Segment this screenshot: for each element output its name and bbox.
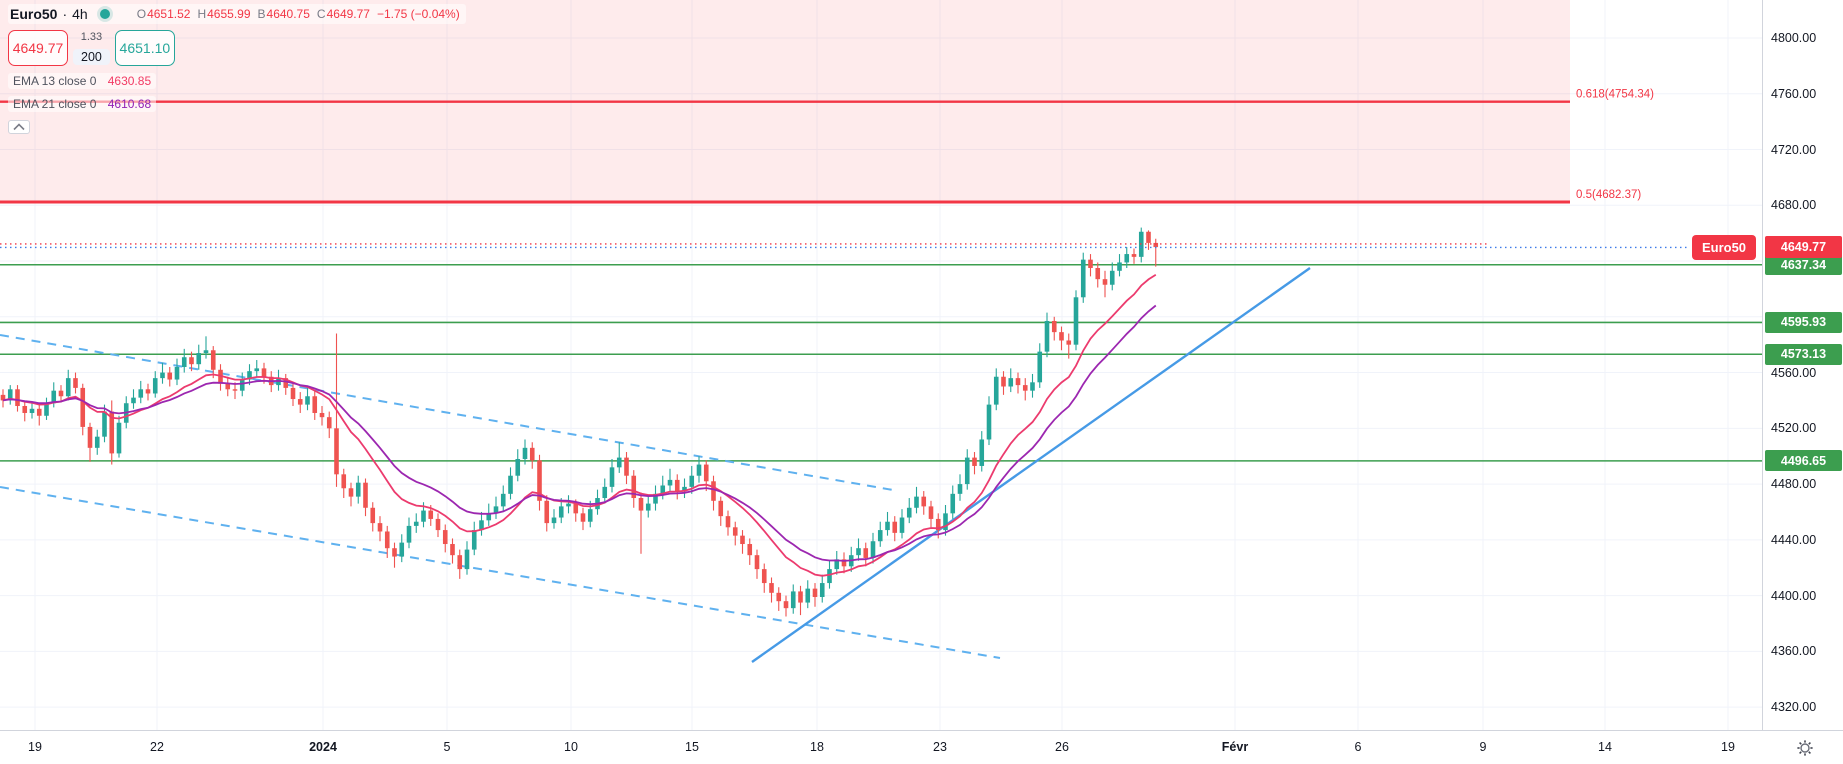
time-axis[interactable]: 19 22 2024 5 10 15 18 23 26 Févr 6 9 14 19 (0, 730, 1843, 764)
time-axis-label: 18 (810, 740, 824, 754)
price-chart-pane[interactable]: 0.618(4754.34) 0.5(4682.37) (0, 0, 1762, 730)
fib-level-label: 0.618(4754.34) (1576, 89, 1654, 101)
time-axis-label: 22 (150, 740, 164, 754)
grid-lines (0, 0, 1762, 730)
time-axis-label: 6 (1354, 740, 1362, 754)
ema-21-line[interactable] (2, 304, 1157, 562)
price-axis-label: 4320.00 (1771, 700, 1817, 715)
symbol-row[interactable]: Euro50 · 4h O 4651.52 H 4655.99 B 4640.75 C 464… (8, 4, 466, 24)
time-axis-label: 14 (1598, 740, 1612, 754)
candles (0, 227, 1159, 617)
chart-legend: Euro50 · 4h O 4651.52 H 4655.99 B 4640.75 C 464… (8, 4, 466, 134)
ohlc-key: C (316, 7, 326, 21)
symbol-title[interactable]: Euro50 (10, 6, 58, 22)
price-axis-label: 4360.00 (1771, 644, 1817, 659)
price-axis-label: 4480.00 (1771, 477, 1817, 492)
price-axis-label: 4680.00 (1771, 198, 1817, 213)
timeframe-label[interactable]: 4h (72, 6, 88, 22)
ema21-label: EMA 21 close 0 (13, 97, 97, 111)
price-axis-label: 4720.00 (1771, 142, 1817, 157)
market-status-dot-icon (99, 9, 110, 19)
time-axis-label: 10 (564, 740, 578, 754)
axis-level-badge: 4637.34 (1765, 254, 1842, 276)
axis-level-badge: 4595.93 (1765, 311, 1842, 333)
ohlc-value: 4651.52 (147, 7, 191, 21)
ohlc-key: O (136, 7, 147, 21)
time-axis-label: 19 (1721, 740, 1735, 754)
time-axis-label: 2024 (309, 740, 337, 754)
ema13-value: 4630.85 (107, 74, 152, 88)
ohlc-key: B (257, 7, 266, 21)
time-axis-label: 9 (1479, 740, 1487, 754)
trendlines[interactable] (0, 267, 1311, 663)
ohlc-value: 4649.77 (326, 7, 370, 21)
price-axis-label: 4520.00 (1771, 421, 1817, 436)
price-axis-label: 4440.00 (1771, 532, 1817, 547)
fib-retracement-drawing[interactable]: 0.618(4754.34) 0.5(4682.37) (0, 0, 1654, 204)
legend-collapse-button[interactable] (8, 120, 30, 134)
ascending-trendline[interactable] (751, 267, 1311, 663)
ema-13-line[interactable] (2, 274, 1157, 577)
change-value: −1.75 (−0.04%) (376, 7, 460, 21)
price-axis-label: 4800.00 (1771, 31, 1817, 45)
time-axis-label: 26 (1055, 740, 1069, 754)
chevron-up-icon (13, 123, 25, 131)
price-axis-label: 4560.00 (1771, 365, 1817, 380)
fib-level-label: 0.5(4682.37) (1576, 189, 1641, 201)
ohlc-key: H (197, 7, 207, 21)
price-axis[interactable]: 4800.00 4760.00 4720.00 4680.00 4560.00 4520.… (1762, 0, 1843, 730)
order-buttons: 4649.77 1.33 200 4651.10 (8, 30, 466, 66)
ohlc-value: 4655.99 (207, 7, 251, 21)
time-axis-label: Févr (1221, 740, 1249, 754)
indicator-row-ema13[interactable]: EMA 13 close 0 4630.85 (8, 73, 157, 89)
ema13-label: EMA 13 close 0 (13, 74, 97, 88)
indicator-row-ema21[interactable]: EMA 21 close 0 4610.68 (8, 96, 157, 112)
spread-value: 1.33 (80, 31, 103, 43)
current-price-symbol-badge: Euro50 (1692, 235, 1756, 260)
price-axis-label: 4400.00 (1771, 588, 1817, 603)
title-separator: · (62, 6, 68, 22)
price-axis-label: 4760.00 (1771, 86, 1817, 101)
time-axis-label: 19 (28, 740, 42, 754)
buy-button[interactable]: 4651.10 (114, 30, 175, 66)
sell-button[interactable]: 4649.77 (8, 30, 68, 66)
ema21-value: 4610.68 (107, 97, 152, 111)
quantity-field[interactable]: 200 (73, 49, 110, 65)
ohlc-values: O 4651.52 H 4655.99 B 4640.75 C 4649.77 −1.75 (−… (130, 7, 460, 21)
settings-gear-icon[interactable] (1794, 737, 1816, 759)
axis-level-badge: 4573.13 (1765, 343, 1842, 365)
dashed-channel-line[interactable] (0, 334, 894, 491)
time-axis-label: 23 (933, 740, 947, 754)
ohlc-value: 4640.75 (266, 7, 310, 21)
axis-level-badge: 4496.65 (1765, 450, 1842, 472)
time-axis-label: 5 (443, 740, 451, 754)
time-axis-label: 15 (685, 740, 699, 754)
spread-column: 1.33 200 (73, 30, 110, 66)
axis-current-price-badge: 4649.77 (1765, 236, 1842, 259)
support-resistance-lines[interactable] (0, 263, 1762, 462)
